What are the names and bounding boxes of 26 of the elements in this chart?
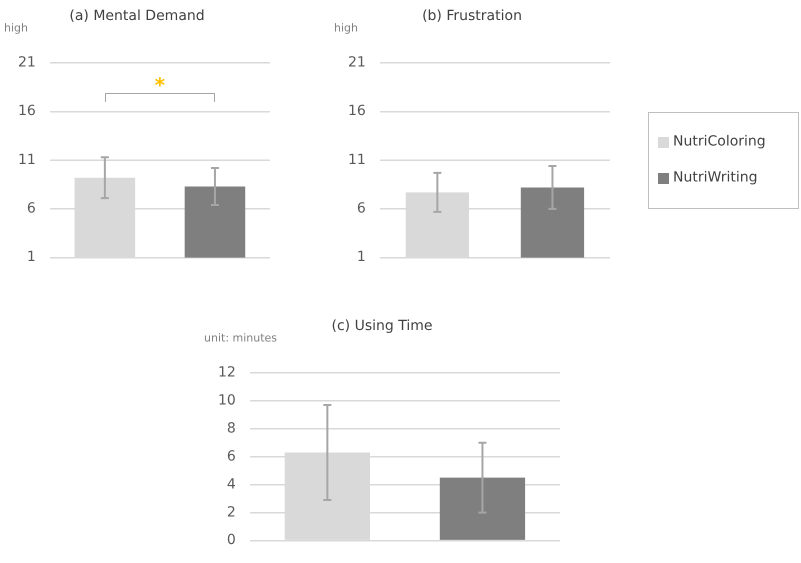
y-tick-label: 16 [348,103,366,120]
y-tick-label: 16 [18,103,36,120]
y-tick-label: 8 [226,420,236,436]
y-tick-label: 11 [18,152,36,168]
y-tick-label: 0 [226,532,236,548]
y-tick-label: 6 [26,200,36,217]
y-axis-title: high [4,22,28,35]
annotation: * [154,73,166,98]
chart-title: (b) Frustration [422,8,522,24]
y-axis-title: high [334,22,358,35]
chart-title: (c) Using Time [332,318,432,334]
chart-title: (a) Mental Demand [69,8,205,24]
y-axis-title: unit: minutes [204,332,278,345]
y-tick-label: 12 [218,364,236,380]
y-tick-label: 11 [348,152,366,168]
y-tick-label: 6 [356,200,366,217]
y-tick-label: 2 [226,504,236,520]
y-tick-label: 1 [26,249,36,266]
y-tick-label: 6 [226,448,236,464]
legend-label: NutriWriting [673,170,758,186]
y-tick-label: 21 [348,54,366,70]
y-tick-label: 4 [226,476,236,492]
legend-label: NutriColoring [673,134,766,150]
y-tick-label: 10 [218,392,236,408]
y-tick-label: 1 [356,249,366,266]
y-tick-label: 21 [18,54,36,70]
